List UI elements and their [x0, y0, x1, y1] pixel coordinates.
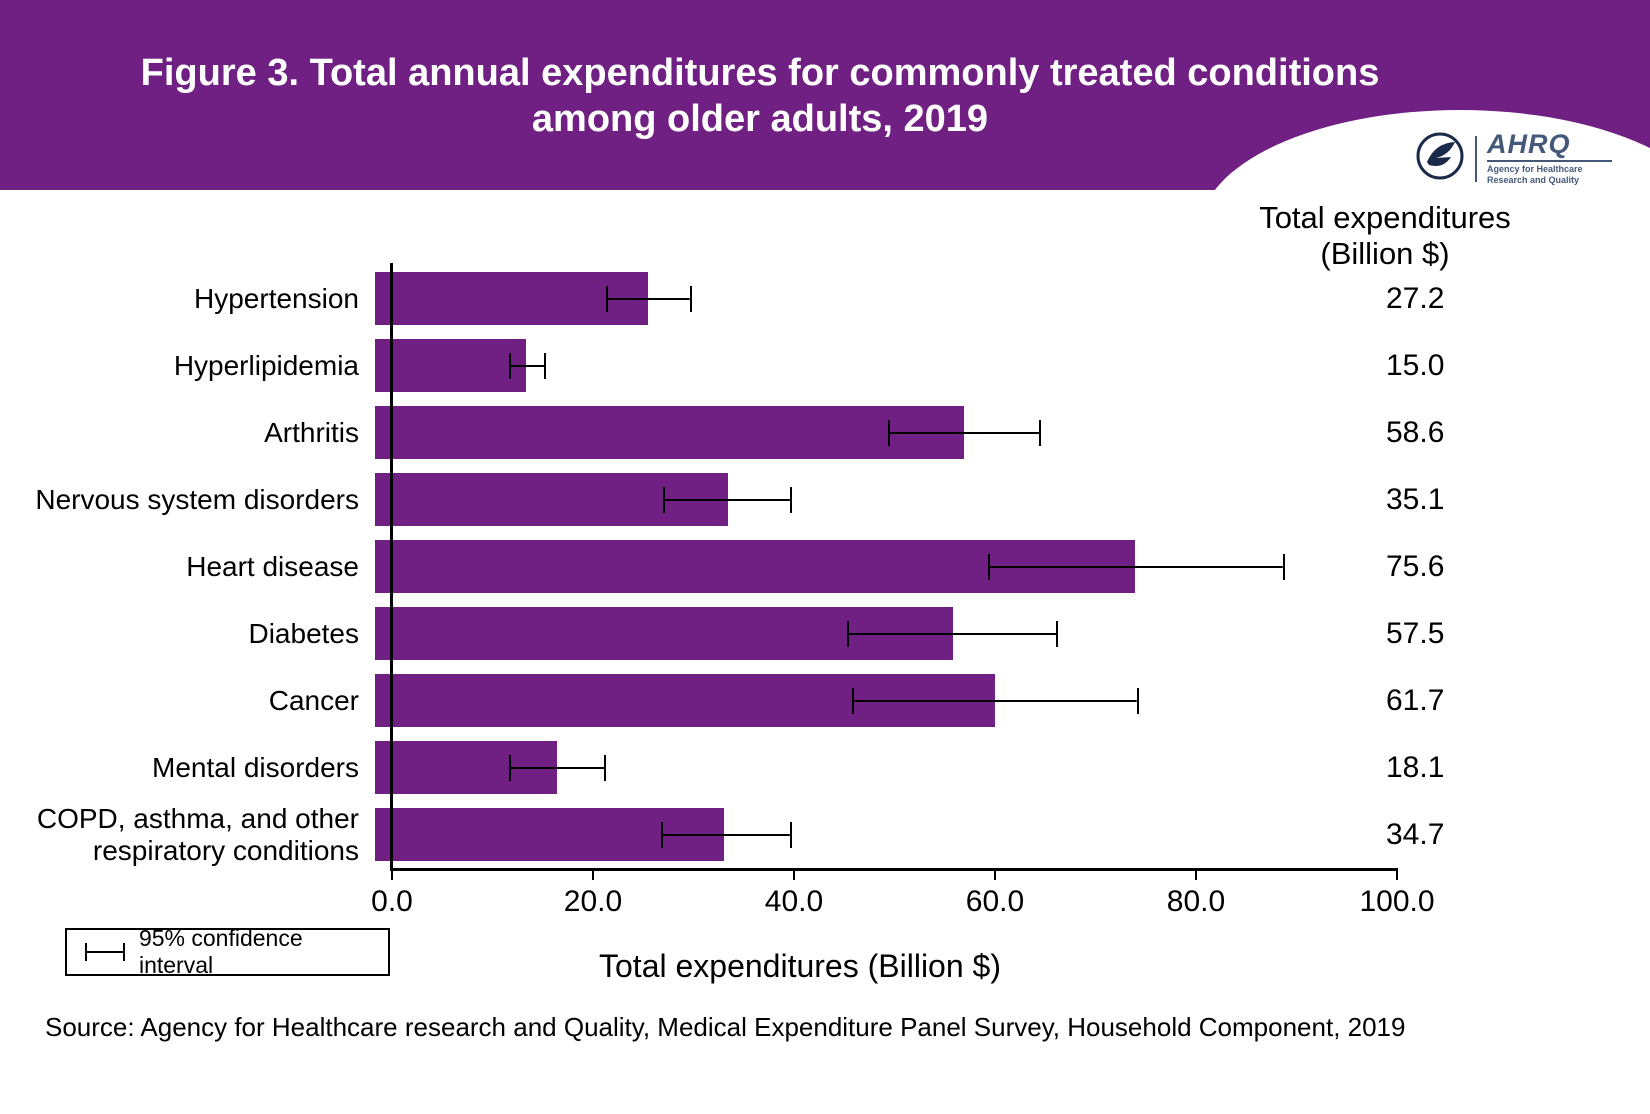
- bar-track: [375, 600, 1380, 667]
- ahrq-logo: AHRQ Agency for Healthcare Research and …: [1415, 131, 1612, 186]
- x-axis-label: Total expenditures (Billion $): [599, 948, 1001, 984]
- x-axis-ticks: 0.0 20.0 40.0 60.0 80.0 100.0: [371, 871, 1435, 931]
- bar-track: [375, 332, 1380, 399]
- y-axis-line: [390, 263, 393, 871]
- x-tick-mark: [994, 871, 996, 880]
- value-label: 15.0: [1386, 348, 1445, 382]
- x-tick-mark: [1396, 871, 1398, 880]
- value-column-header: Total expenditures (Billion $): [1230, 200, 1540, 271]
- x-axis-line: [390, 868, 1398, 871]
- bar-track: [375, 533, 1380, 600]
- hhs-eagle-icon: [1415, 131, 1465, 186]
- category-label: Mental disorders: [152, 751, 359, 783]
- bar: [375, 339, 526, 392]
- value-label: 75.6: [1386, 549, 1445, 583]
- confidence-interval-icon: [85, 943, 125, 961]
- x-tick-label: 0.0: [371, 885, 413, 918]
- value-column-header-line2: (Billion $): [1320, 235, 1450, 271]
- x-tick-label: 100.0: [1359, 885, 1435, 918]
- ahrq-wordmark: AHRQ: [1487, 131, 1612, 163]
- header-band: Figure 3. Total annual expenditures for …: [0, 0, 1650, 190]
- chart-row: Hyperlipidemia 15.0: [15, 332, 1635, 399]
- bar-track: [375, 399, 1380, 466]
- ahrq-tagline: Agency for Healthcare Research and Quali…: [1487, 164, 1583, 185]
- value-label: 58.6: [1386, 415, 1445, 449]
- bar-track: [375, 667, 1380, 734]
- bar-track: [375, 466, 1380, 533]
- bar-track: [375, 801, 1380, 868]
- chart-row: Diabetes 57.5: [15, 600, 1635, 667]
- category-label: Arthritis: [264, 416, 359, 448]
- value-label: 34.7: [1386, 817, 1445, 851]
- chart-row: Hypertension 27.2: [15, 265, 1635, 332]
- category-label: COPD, asthma, and other respiratory cond…: [36, 803, 359, 866]
- figure-title-line2: among older adults, 2019: [531, 98, 989, 141]
- chart-row: COPD, asthma, and other respiratory cond…: [15, 801, 1635, 868]
- category-label: Cancer: [268, 684, 359, 716]
- bar-track: [375, 734, 1380, 801]
- figure-title-line1: Figure 3. Total annual expenditures for …: [140, 52, 1380, 94]
- category-label: Diabetes: [248, 617, 359, 649]
- category-label: Hypertension: [194, 282, 359, 314]
- x-tick-mark: [592, 871, 594, 880]
- value-column-header-line1: Total expenditures: [1259, 200, 1511, 235]
- logo-divider: [1475, 135, 1477, 182]
- chart-row: Heart disease 75.6: [15, 533, 1635, 600]
- figure-title: Figure 3. Total annual expenditures for …: [0, 50, 1520, 143]
- error-bar: [847, 620, 1059, 647]
- x-tick-mark: [1195, 871, 1197, 880]
- error-bar: [887, 419, 1042, 446]
- ahrq-logo-text: AHRQ Agency for Healthcare Research and …: [1487, 131, 1612, 186]
- bar-chart: Hypertension 27.2 Hyperlipidemia 15.0 Arthri…: [15, 265, 1635, 868]
- legend-label: 95% confidence interval: [138, 925, 303, 978]
- bar: [375, 272, 649, 325]
- bar: [375, 406, 964, 459]
- legend-box: 95% confidence interval: [65, 925, 390, 978]
- x-tick-label: 40.0: [764, 885, 824, 918]
- value-label: 57.5: [1386, 616, 1445, 650]
- source-text: Source: Agency for Healthcare research a…: [45, 1012, 1406, 1042]
- error-bar: [852, 687, 1139, 714]
- value-label: 18.1: [1386, 750, 1445, 784]
- x-tick-label: 80.0: [1166, 885, 1226, 918]
- chart-row: Arthritis 58.6: [15, 399, 1635, 466]
- chart-row: Nervous system disorders 35.1: [15, 466, 1635, 533]
- error-bar: [606, 285, 692, 312]
- chart-row: Cancer 61.7: [15, 667, 1635, 734]
- chart-row: Mental disorders 18.1: [15, 734, 1635, 801]
- value-label: 35.1: [1386, 482, 1445, 516]
- error-bar: [661, 821, 793, 848]
- x-tick-mark: [793, 871, 795, 880]
- error-bar: [508, 754, 607, 781]
- error-bar: [508, 352, 546, 379]
- category-label: Hyperlipidemia: [173, 349, 359, 381]
- x-tick-mark: [391, 871, 393, 880]
- value-label: 61.7: [1386, 683, 1445, 717]
- error-bar: [663, 486, 793, 513]
- x-tick-label: 60.0: [965, 885, 1025, 918]
- category-label: Nervous system disorders: [35, 483, 359, 515]
- category-label: Heart disease: [186, 550, 359, 582]
- x-tick-label: 20.0: [563, 885, 623, 918]
- error-bar: [988, 553, 1285, 580]
- bar-track: [375, 265, 1380, 332]
- value-label: 27.2: [1386, 281, 1445, 315]
